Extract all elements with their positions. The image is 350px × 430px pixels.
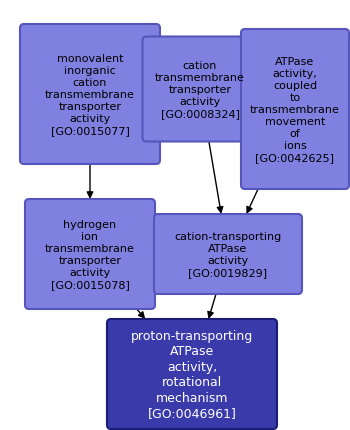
FancyBboxPatch shape [241, 30, 349, 190]
FancyBboxPatch shape [107, 319, 277, 429]
FancyBboxPatch shape [142, 37, 258, 142]
Text: hydrogen
ion
transmembrane
transporter
activity
[GO:0015078]: hydrogen ion transmembrane transporter a… [45, 219, 135, 289]
FancyBboxPatch shape [20, 25, 160, 165]
Text: proton-transporting
ATPase
activity,
rotational
mechanism
[GO:0046961]: proton-transporting ATPase activity, rot… [131, 329, 253, 419]
Text: cation-transporting
ATPase
activity
[GO:0019829]: cation-transporting ATPase activity [GO:… [174, 231, 282, 277]
Text: ATPase
activity,
coupled
to
transmembrane
movement
of
ions
[GO:0042625]: ATPase activity, coupled to transmembran… [250, 57, 340, 163]
FancyBboxPatch shape [25, 200, 155, 309]
Text: monovalent
inorganic
cation
transmembrane
transporter
activity
[GO:0015077]: monovalent inorganic cation transmembran… [45, 54, 135, 136]
Text: cation
transmembrane
transporter
activity
[GO:0008324]: cation transmembrane transporter activit… [155, 61, 245, 119]
FancyBboxPatch shape [154, 215, 302, 294]
